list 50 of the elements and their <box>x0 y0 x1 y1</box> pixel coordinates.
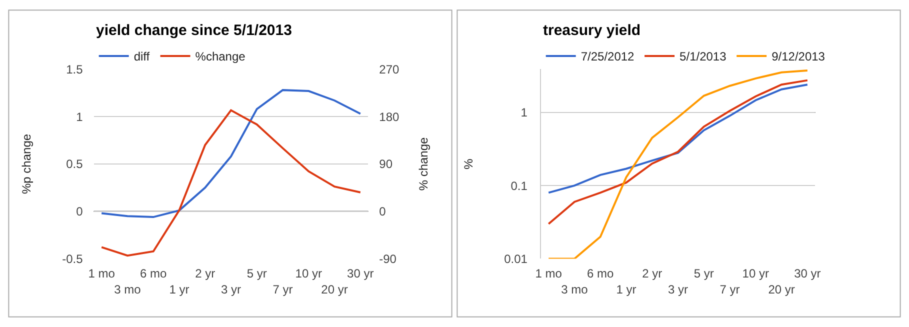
line-series <box>548 79 808 225</box>
x-tick-label: 30 yr <box>347 266 374 281</box>
legend-label: %change <box>195 50 246 64</box>
y2-tick-label: 0 <box>379 204 386 219</box>
x-tick-label: 1 mo <box>88 266 116 281</box>
legend-label: 7/25/2012 <box>580 50 635 64</box>
x-tick-label: 30 yr <box>794 266 821 281</box>
x-tick-label: 5 yr <box>694 266 714 281</box>
x-tick-label: 2 yr <box>195 266 216 281</box>
y-axis-title: % <box>461 158 476 170</box>
x-tick-label: 6 mo <box>587 266 614 281</box>
legend-label: 5/1/2013 <box>680 50 727 64</box>
x-tick-label: 2 yr <box>642 266 662 281</box>
y-tick-label: 0.01 <box>504 252 528 266</box>
x-tick-label: 1 yr <box>616 282 636 296</box>
y-tick-label: 0.5 <box>66 157 84 172</box>
y2-tick-label: 90 <box>379 157 393 172</box>
y-tick-label: 1.5 <box>66 62 84 76</box>
y-tick-label: 0.1 <box>510 178 528 193</box>
y2-tick-label: -90 <box>379 252 397 266</box>
line-series <box>100 109 362 257</box>
y2-axis-title: % change <box>416 136 430 191</box>
chart-title: treasury yield <box>543 22 641 39</box>
x-tick-label: 5 yr <box>246 266 267 281</box>
y2-tick-label: 270 <box>379 62 400 76</box>
x-tick-label: 20 yr <box>321 282 348 296</box>
y-axis-title: %p change <box>19 134 34 194</box>
line-series <box>100 89 362 218</box>
x-tick-label: 1 yr <box>169 282 190 296</box>
chart-title: yield change since 5/1/2013 <box>96 22 292 39</box>
x-tick-label: 6 mo <box>140 266 168 281</box>
x-tick-label: 7 yr <box>720 282 740 296</box>
y-tick-label: -0.5 <box>62 252 84 266</box>
y-tick-label: 1 <box>520 106 528 120</box>
x-tick-label: 3 mo <box>114 282 142 296</box>
y2-tick-label: 180 <box>379 110 400 124</box>
line-series <box>548 84 808 194</box>
legend-label: 9/12/2013 <box>772 50 826 64</box>
x-tick-label: 7 yr <box>272 282 293 296</box>
line-series <box>548 69 808 259</box>
legend-label: diff <box>134 50 150 64</box>
x-tick-label: 10 yr <box>295 266 322 281</box>
x-tick-label: 20 yr <box>768 282 795 296</box>
y-tick-label: 1 <box>76 110 84 124</box>
x-tick-label: 3 yr <box>668 282 688 296</box>
x-tick-label: 3 yr <box>220 282 242 296</box>
x-tick-label: 3 mo <box>561 282 588 296</box>
y-tick-label: 0 <box>76 204 84 219</box>
x-tick-label: 1 mo <box>535 266 562 281</box>
x-tick-label: 10 yr <box>742 266 769 281</box>
